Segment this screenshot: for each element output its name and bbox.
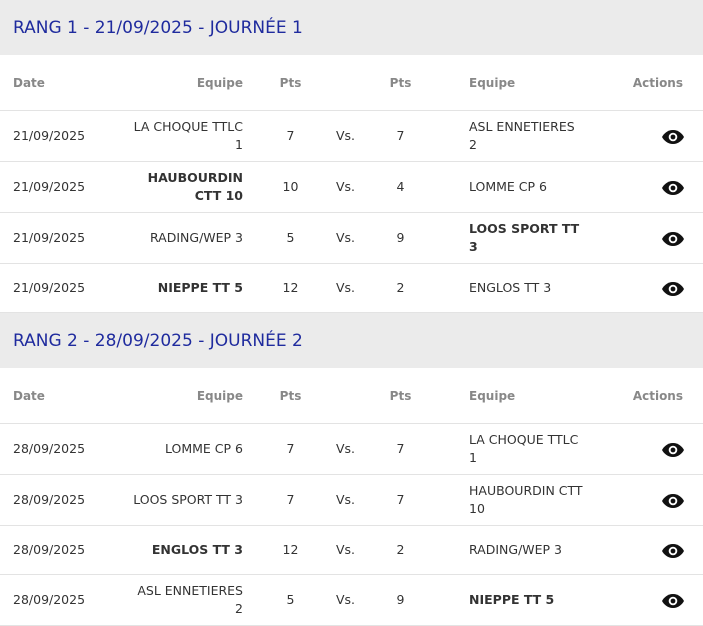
view-icon[interactable] xyxy=(661,180,685,196)
date: 21/09/2025 xyxy=(13,128,86,143)
away-team: ENGLOS TT 3 xyxy=(469,280,552,295)
versus: Vs. xyxy=(335,592,356,607)
away-points: 7 xyxy=(396,441,405,456)
header-row: Date Equipe Pts Pts Equipe Actions xyxy=(0,368,703,424)
versus: Vs. xyxy=(335,441,356,456)
column-header: Pts xyxy=(279,75,302,90)
actions xyxy=(583,178,701,196)
column-header: Pts xyxy=(279,388,302,403)
date: 21/09/2025 xyxy=(13,280,86,295)
date: 28/09/2025 xyxy=(13,492,86,507)
versus: Vs. xyxy=(335,542,356,557)
actions xyxy=(583,127,701,145)
view-icon[interactable] xyxy=(661,129,685,145)
home-team: ENGLOS TT 3 xyxy=(151,542,243,557)
versus: Vs. xyxy=(335,230,356,245)
home-team: HAUBOURDIN CTT 10 xyxy=(147,170,243,203)
date: 28/09/2025 xyxy=(13,542,86,557)
actions xyxy=(583,440,701,458)
match-row: 28/09/2025 ENGLOS TT 3 12 Vs. 2 RADING/WEP 3 xyxy=(0,526,703,575)
away-points: 4 xyxy=(396,179,405,194)
view-icon[interactable] xyxy=(661,281,685,297)
match-row: 28/09/2025 LOMME CP 6 7 Vs. 7 LA CHOQUE TTLC … xyxy=(0,424,703,475)
home-team: LA CHOQUE TTLC 1 xyxy=(133,119,243,152)
away-points: 2 xyxy=(396,280,405,295)
actions xyxy=(583,229,701,247)
header-row: Date Equipe Pts Pts Equipe Actions xyxy=(0,55,703,111)
actions xyxy=(583,541,701,559)
versus: Vs. xyxy=(335,280,356,295)
match-row: 21/09/2025 NIEPPE TT 5 12 Vs. 2 ENGLOS TT 3 xyxy=(0,264,703,313)
home-points: 10 xyxy=(282,179,299,194)
home-points: 7 xyxy=(286,492,295,507)
column-header: Equipe xyxy=(196,75,243,90)
home-points: 7 xyxy=(286,128,295,143)
view-icon[interactable] xyxy=(661,442,685,458)
versus: Vs. xyxy=(335,128,356,143)
versus: Vs. xyxy=(335,492,356,507)
column-header: Pts xyxy=(389,388,412,403)
column-header: Date xyxy=(13,75,45,90)
away-team: ASL ENNETIERES 2 xyxy=(469,119,575,152)
away-points: 2 xyxy=(396,542,405,557)
section: RANG 2 - 28/09/2025 - JOURNÉE 2 Date Equip… xyxy=(0,313,703,626)
home-points: 5 xyxy=(286,230,295,245)
versus: Vs. xyxy=(335,179,356,194)
match-row: 28/09/2025 LOOS SPORT TT 3 7 Vs. 7 HAUBOURDIN… xyxy=(0,475,703,526)
column-header: Equipe xyxy=(469,388,516,403)
actions xyxy=(583,591,701,609)
home-team: RADING/WEP 3 xyxy=(149,230,243,245)
date: 28/09/2025 xyxy=(13,441,86,456)
match-row: 28/09/2025 ASL ENNETIERES 2 5 Vs. 9 NIEPPE TT… xyxy=(0,575,703,626)
date: 21/09/2025 xyxy=(13,230,86,245)
view-icon[interactable] xyxy=(661,543,685,559)
away-points: 9 xyxy=(396,230,405,245)
section: RANG 1 - 21/09/2025 - JOURNÉE 1 Date Equip… xyxy=(0,0,703,313)
match-row: 21/09/2025 RADING/WEP 3 5 Vs. 9 LOOS SPORT TT… xyxy=(0,213,703,264)
away-team: LOOS SPORT TT 3 xyxy=(469,221,580,254)
away-team: RADING/WEP 3 xyxy=(469,542,563,557)
away-team: HAUBOURDIN CTT 10 xyxy=(469,483,583,516)
column-header: Actions xyxy=(632,388,683,403)
away-team: LA CHOQUE TTLC 1 xyxy=(469,432,579,465)
away-team: NIEPPE TT 5 xyxy=(469,592,555,607)
section-title: RANG 2 - 28/09/2025 - JOURNÉE 2 xyxy=(0,313,703,368)
away-points: 7 xyxy=(396,128,405,143)
away-points: 9 xyxy=(396,592,405,607)
home-points: 7 xyxy=(286,441,295,456)
home-points: 5 xyxy=(286,592,295,607)
column-header: Equipe xyxy=(469,75,516,90)
home-team: NIEPPE TT 5 xyxy=(157,280,243,295)
view-icon[interactable] xyxy=(661,231,685,247)
match-row: 21/09/2025 HAUBOURDIN CTT 10 10 Vs. 4 LOMME C… xyxy=(0,162,703,213)
away-points: 7 xyxy=(396,492,405,507)
actions xyxy=(583,279,701,297)
home-team: LOMME CP 6 xyxy=(165,441,243,456)
home-team: LOOS SPORT TT 3 xyxy=(133,492,243,507)
view-icon[interactable] xyxy=(661,493,685,509)
view-icon[interactable] xyxy=(661,593,685,609)
column-header: Actions xyxy=(632,75,683,90)
home-team: ASL ENNETIERES 2 xyxy=(137,583,243,616)
column-header: Date xyxy=(13,388,45,403)
section-title: RANG 1 - 21/09/2025 - JOURNÉE 1 xyxy=(0,0,703,55)
date: 28/09/2025 xyxy=(13,592,86,607)
actions xyxy=(583,491,701,509)
match-row: 21/09/2025 LA CHOQUE TTLC 1 7 Vs. 7 ASL ENNET… xyxy=(0,111,703,162)
away-team: LOMME CP 6 xyxy=(469,179,547,194)
date: 21/09/2025 xyxy=(13,179,86,194)
home-points: 12 xyxy=(282,542,299,557)
column-header: Equipe xyxy=(196,388,243,403)
home-points: 12 xyxy=(282,280,299,295)
column-header: Pts xyxy=(389,75,412,90)
